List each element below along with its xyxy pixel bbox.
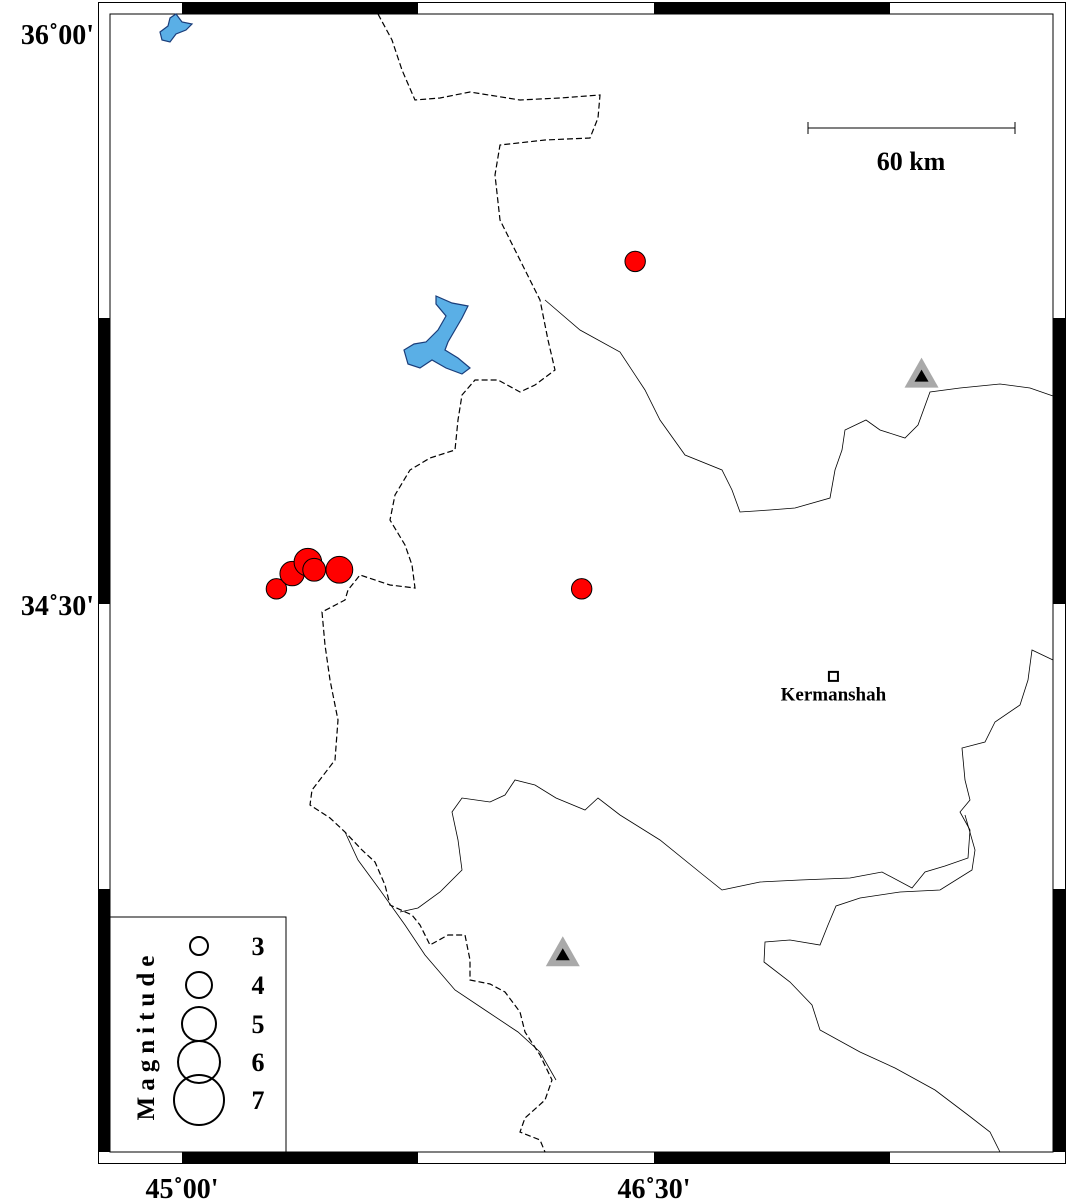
scale-bar-label: 60 km xyxy=(877,147,946,176)
map-frame-ticks xyxy=(99,3,1065,1163)
frame-bar xyxy=(654,1152,890,1163)
stations-layer xyxy=(545,357,939,967)
station-inner-icon xyxy=(555,948,570,961)
frame-bar xyxy=(182,3,418,14)
lake-dukan xyxy=(403,295,471,375)
legend-title: Magnitude xyxy=(133,950,160,1121)
earthquake-event xyxy=(325,555,354,584)
city-label: Kermanshah xyxy=(781,684,887,705)
scale-bar: 60 km xyxy=(807,122,1016,176)
map-content: 60 km Kermanshah xyxy=(159,13,1054,1153)
city-marker-icon xyxy=(827,670,839,682)
lake-north xyxy=(159,13,194,43)
legend-label: 6 xyxy=(252,1048,265,1077)
frame-bar xyxy=(1053,889,1065,1152)
lon-label-46-30: 46˚30' xyxy=(617,1174,690,1202)
legend-label: 7 xyxy=(252,1086,265,1115)
frame-bar xyxy=(99,318,110,604)
frame-bar xyxy=(99,889,110,1152)
events-layer xyxy=(265,250,646,600)
legend-label: 5 xyxy=(252,1010,265,1039)
frame-bar xyxy=(1053,318,1065,604)
frame-bar xyxy=(182,1152,418,1163)
earthquake-event xyxy=(265,578,288,600)
international-border xyxy=(309,13,601,1153)
legend-circle xyxy=(185,971,213,999)
legend-circle xyxy=(189,936,209,956)
legend-circle xyxy=(177,1040,221,1084)
frame-bar xyxy=(654,3,890,14)
magnitude-legend: Magnitude 3 4 5 6 7 xyxy=(109,916,287,1153)
earthquake-event xyxy=(302,557,327,582)
legend-circle xyxy=(173,1074,225,1126)
province-borders xyxy=(344,299,1054,1153)
lon-label-45: 45˚00' xyxy=(145,1174,218,1202)
earthquake-event xyxy=(624,250,646,273)
station-inner-icon xyxy=(914,369,929,382)
legend-label: 4 xyxy=(252,971,265,1000)
legend-label: 3 xyxy=(252,932,265,961)
lat-label-36: 36˚00' xyxy=(21,20,94,51)
lat-label-34-30: 34˚30' xyxy=(21,591,94,622)
earthquake-event xyxy=(570,578,593,600)
city-kermanshah: Kermanshah xyxy=(781,670,887,705)
